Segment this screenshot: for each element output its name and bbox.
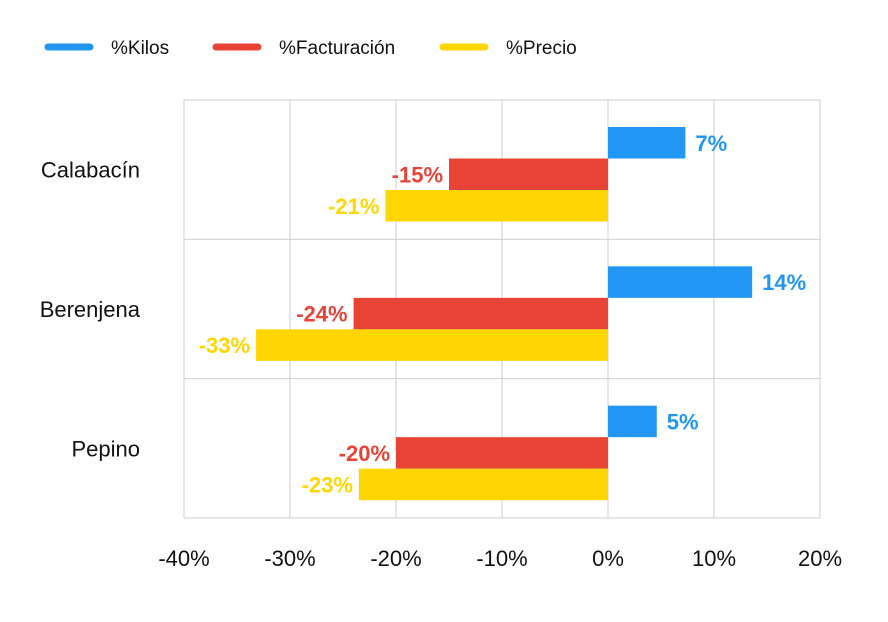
category-label: Calabacín xyxy=(41,158,140,183)
x-tick-label: -40% xyxy=(158,546,209,571)
legend-label: %Kilos xyxy=(111,38,169,59)
data-label: -20% xyxy=(339,441,390,466)
bar xyxy=(396,437,608,469)
x-tick-label: 0% xyxy=(592,546,624,571)
bar xyxy=(358,468,608,501)
data-label: 5% xyxy=(667,409,699,434)
data-labels: 7% -15% -21% 14% -24% -33% 5% -20% -23% xyxy=(199,131,806,498)
category-label: Pepino xyxy=(71,436,140,461)
bar xyxy=(353,297,608,330)
data-label: -33% xyxy=(199,333,250,358)
data-label: -24% xyxy=(296,302,347,327)
category-labels: Calabacín Berenjena Pepino xyxy=(40,158,141,462)
legend-label: %Facturación xyxy=(279,38,395,59)
bar xyxy=(449,158,608,190)
bar xyxy=(256,329,608,361)
bar xyxy=(385,190,608,222)
x-tick-label: -20% xyxy=(370,546,421,571)
bar xyxy=(608,405,657,438)
data-label: 14% xyxy=(762,270,806,295)
legend-item: %Facturación xyxy=(212,38,395,59)
bar xyxy=(608,127,686,159)
data-label: -15% xyxy=(392,162,443,187)
x-tick-label: 20% xyxy=(798,546,842,571)
bars xyxy=(256,127,753,501)
legend: %Kilos %Facturación %Precio xyxy=(44,38,577,59)
legend-item: %Kilos xyxy=(44,38,169,59)
x-tick-label: -10% xyxy=(476,546,527,571)
data-label: -21% xyxy=(328,194,379,219)
legend-label: %Precio xyxy=(506,38,577,59)
x-tick-label: -30% xyxy=(264,546,315,571)
data-label: -23% xyxy=(302,472,353,497)
data-label: 7% xyxy=(695,131,727,156)
legend-item: %Precio xyxy=(439,38,577,59)
x-tick-labels: -40% -30% -20% -10% 0% 10% 20% xyxy=(158,546,842,571)
x-tick-label: 10% xyxy=(692,546,736,571)
bar xyxy=(608,266,753,298)
category-label: Berenjena xyxy=(40,297,141,322)
